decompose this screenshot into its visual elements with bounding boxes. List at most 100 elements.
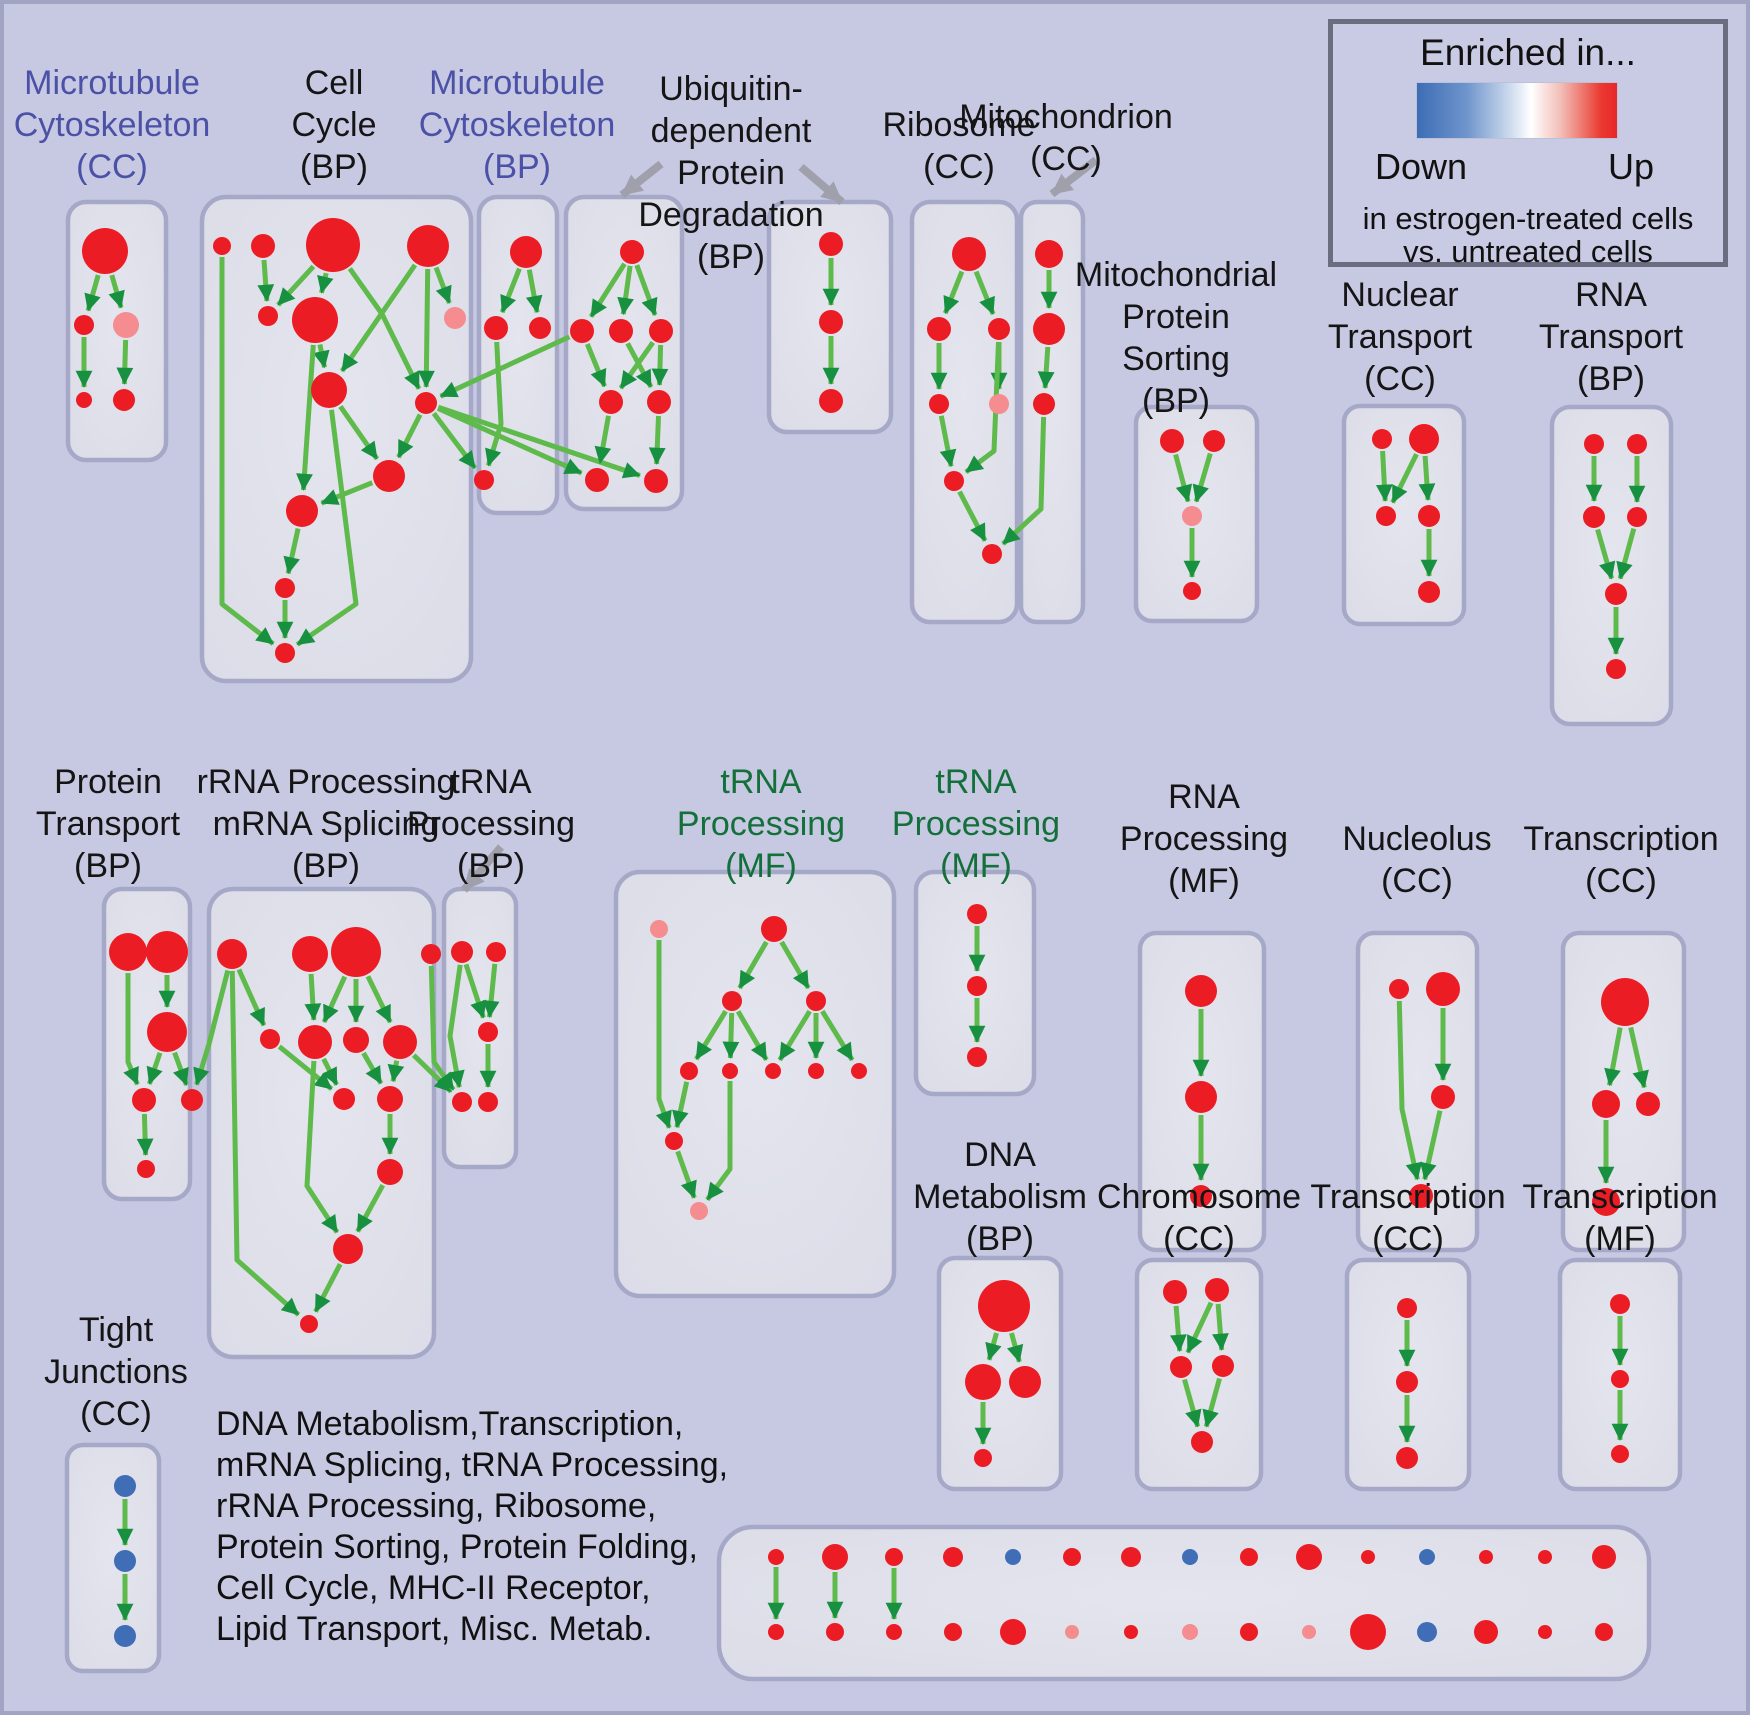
gene-node-rr7 [383,1025,417,1059]
edge-tm10-tm11 [675,1150,697,1199]
gene-node-b1t [768,1549,784,1565]
gene-node-cc4 [407,225,449,267]
edge-rr6-rr10 [361,1051,384,1085]
gene-node-mtcc5 [113,389,135,411]
gene-node-cc13 [275,643,295,663]
edge-cc9-ub7 [436,406,583,476]
cluster-label-line: (MF) [1584,1220,1656,1258]
gene-node-rr2 [260,1029,280,1049]
gene-node-tc3 [1636,1092,1660,1116]
gene-node-b9b [1240,1623,1258,1641]
gene-node-mb2 [484,316,508,340]
edge-pt3-pt5 [172,1051,189,1086]
cluster-label-line: Transport [35,805,181,843]
gene-node-rb5 [989,394,1009,414]
gene-node-tp4 [452,1092,472,1112]
gene-node-rp1 [1185,975,1217,1007]
edge-cc6-cc8 [313,344,330,369]
cluster-label-line: mRNA Splicing [212,805,440,843]
cluster-label-line: Transport [1538,318,1684,356]
gene-node-rr3 [292,936,328,972]
gene-node-b4b [944,1623,962,1641]
gene-node-cc12 [275,578,295,598]
cluster-label-line: Metabolism [913,1178,1087,1216]
text-block-line: DNA Metabolism,Transcription, [216,1405,684,1443]
gene-node-b10b [1302,1625,1316,1639]
gene-node-b13t [1479,1550,1493,1564]
edge-cc8-cc10 [338,404,380,461]
edge-ub2-cc9 [439,334,571,399]
edge-cc1-cc13 [219,257,275,646]
cluster-label-line: Microtubule [24,64,200,102]
cluster-box-dna-metabolism-bp [936,1255,1064,1492]
gene-node-mtcc2 [74,315,94,335]
gene-node-rb6 [944,471,964,491]
edge-rr5-rr9 [321,1057,339,1086]
cluster-label-line: Transcription [1523,820,1719,858]
gene-node-rt3 [1583,506,1605,528]
gene-node-b11t [1361,1550,1375,1564]
label-pointer-arrow-2 [798,163,845,206]
edge-tm3-tm5 [694,1009,728,1061]
network-canvas [64,156,1687,1682]
edge-tm3-tm7 [735,1010,769,1062]
gene-node-rr1 [217,939,247,969]
gene-node-pt5 [181,1089,203,1111]
gene-node-tm6 [722,1063,738,1079]
edge-rr4-rr7 [365,975,393,1024]
edge-ub5-ub7 [594,415,612,465]
edge-rr3-rr5 [304,973,322,1021]
gene-node-mtcc3 [113,312,139,338]
cluster-label-line: Protein [54,763,162,801]
gene-node-ch1 [1163,1280,1187,1304]
edge-cc3-cc6 [317,272,334,294]
gene-node-ub1 [620,240,644,264]
edge-ub3-ub6 [625,342,654,389]
cluster-label-line: (CC) [1372,1220,1444,1258]
edge-tm2-tm4 [779,940,811,990]
edge-mtcc3-mtcc5 [116,339,134,385]
edge-dn1-dn3 [1006,1332,1024,1363]
cluster-label-transcription-cc-bottom: Transcription (CC) [1310,1176,1505,1260]
gene-node-tj3 [114,1625,136,1647]
gene-node-sm2 [967,976,987,996]
gene-node-cc10 [373,460,405,492]
cluster-label-line: (CC) [1381,862,1453,900]
gene-node-nt2 [1409,424,1439,454]
label-pointer-arrow-3 [1049,156,1099,198]
cluster-label-line: (BP) [482,148,551,186]
edge-tm6-tm11 [705,1081,733,1202]
label-pointer-arrow-4 [460,844,505,893]
edge-mb1-mb2 [499,267,522,314]
edge-cc10-cc11 [320,480,374,506]
cluster-label-trna-processing-mf-large: tRNA Processing (MF) [677,761,845,887]
cluster-label-line: rRNA Processing [196,763,456,801]
cluster-box-chromosome-cc [1134,1257,1264,1492]
gene-node-b7b [1124,1625,1138,1639]
gene-node-mc1 [1035,240,1063,268]
gene-node-dn2 [965,1364,1001,1400]
edge-dn1-dn2 [985,1332,1002,1361]
cluster-label-nucleolus-cc: Nucleolus (CC) [1342,818,1491,902]
edge-cc11-cc12 [283,528,301,575]
text-block-line: Cell Cycle, MHC-II Receptor, [216,1569,651,1607]
gene-node-rr11 [377,1159,403,1185]
gene-node-b12t [1419,1549,1435,1565]
cluster-label-line: (CC) [76,148,148,186]
gene-node-pt4 [132,1088,156,1112]
cluster-label-line: Transcription [1522,1178,1718,1216]
legend-gradient-bar [1416,82,1618,139]
edge-cc9-cc10 [396,413,423,459]
cluster-label-line: Cycle [291,106,377,144]
gene-node-cc7 [444,307,466,329]
gene-node-tm4 [806,991,826,1011]
gene-node-tj1 [114,1475,136,1497]
gene-node-tc4 [1592,1188,1620,1216]
gene-node-tm3 [722,991,742,1011]
cluster-box-tight-junctions-cc [64,1442,162,1674]
mixed-processes-text-block: DNA Metabolism,Transcription, mRNA Splici… [216,1404,728,1650]
cluster-label-line: tRNA [450,763,532,801]
cluster-label-line: Chromosome [1096,1178,1302,1216]
edge-nu1-nu4 [1396,1000,1423,1181]
gene-node-tp3 [478,1022,498,1042]
